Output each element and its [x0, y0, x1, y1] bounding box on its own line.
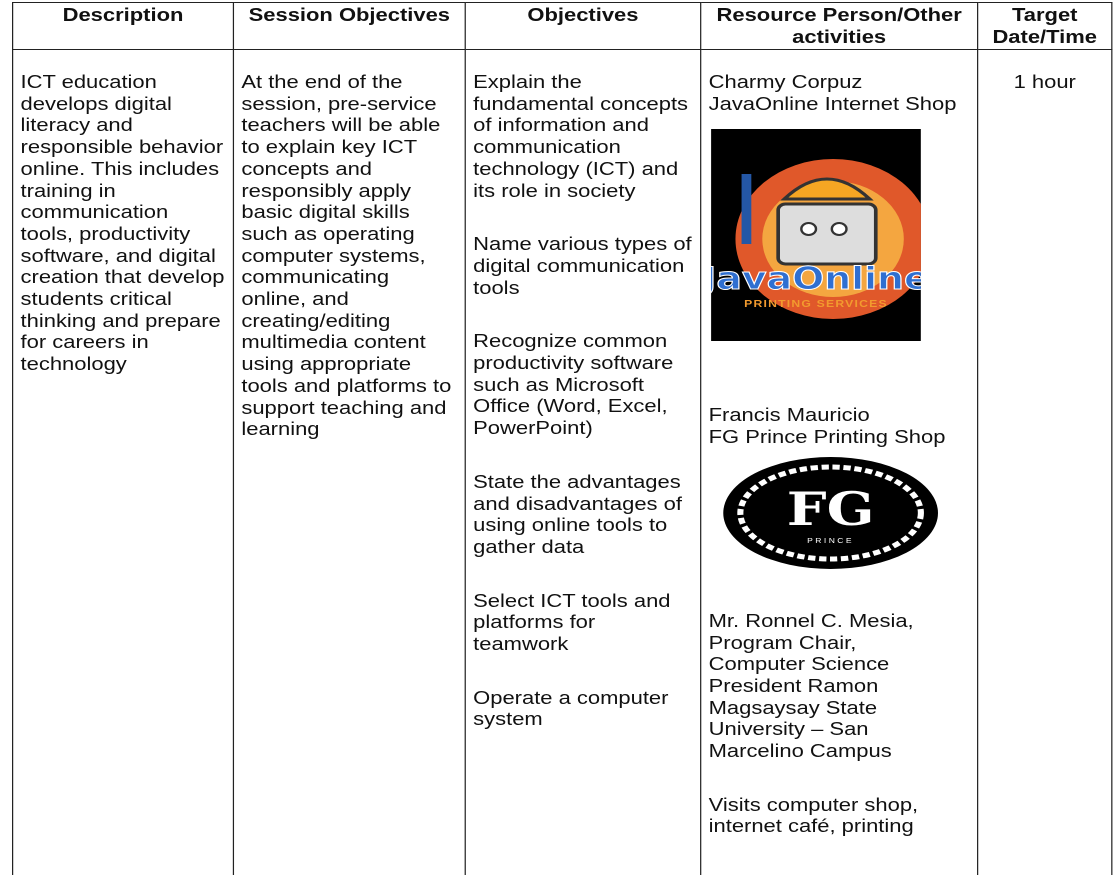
objective: Recognize common productivity software s…: [473, 331, 674, 439]
objective: Operate a computer system: [473, 687, 669, 730]
logo-monogram: FG: [787, 483, 875, 537]
header-cell: Resource Person/Other activities: [700, 2, 979, 50]
resource-org: JavaOnline Internet Shop: [708, 93, 957, 114]
resource-line: Program Chair,: [708, 632, 857, 653]
description-cell: ICT education develops digital literacy …: [11, 49, 235, 875]
objective: Select ICT tools and platforms for teamw…: [473, 590, 671, 655]
resource-line: University – San: [708, 719, 869, 740]
objective: State the advantages and disadvantages o…: [473, 471, 682, 557]
objective: Explain the fundamental concepts of info…: [473, 72, 689, 201]
fg-prince-logo: FG PRINCE: [723, 456, 938, 569]
header-cell: Description: [11, 2, 235, 50]
logo-subtitle: PRINCE: [807, 537, 854, 545]
lesson-table: Description Session Objectives Objective…: [11, 2, 1113, 875]
resource-line: Marcelino Campus: [708, 741, 892, 762]
description: ICT education develops digital literacy …: [20, 72, 225, 375]
resource-line: Mr. Ronnel C. Mesia,: [708, 610, 914, 631]
javaonline-logo: JavaOnline PRINTING SERVICES: [711, 129, 921, 342]
resource-org: FG Prince Printing Shop: [708, 427, 946, 448]
header-row: Description Session Objectives Objective…: [11, 2, 1113, 50]
resources-cell: Charmy Corpuz JavaOnline Internet Shop J…: [700, 49, 979, 875]
resource-line: Magsaysay State: [708, 697, 878, 718]
logo-title: JavaOnline: [711, 262, 921, 298]
objective: Name various types of digital communicat…: [473, 234, 692, 298]
target: 1 hour: [1013, 72, 1076, 92]
resource-name: Francis Mauricio: [708, 405, 870, 426]
logo-subtitle: PRINTING SERVICES: [744, 299, 888, 310]
header-cell: Objectives: [464, 2, 702, 50]
objectives-cell: Explain the fundamental concepts of info…: [464, 49, 702, 875]
session-objectives: At the end of the session, pre-service t…: [241, 72, 452, 440]
resource-name: Charmy Corpuz: [708, 72, 863, 92]
resource-line: President Ramon: [708, 675, 879, 696]
header-cell: Target Date/Time: [977, 2, 1113, 50]
header-cell: Session Objectives: [232, 2, 466, 50]
resource-person: Mr. Ronnel C. Mesia, Program Chair, Comput…: [709, 611, 970, 763]
table-wrap: Description Session Objectives Objective…: [11, 2, 1113, 875]
body-row: ICT education develops digital literacy …: [11, 49, 1113, 875]
resource-activity: Visits computer shop, internet café, pri…: [708, 794, 919, 837]
session-objectives-cell: At the end of the session, pre-service t…: [232, 49, 466, 875]
resource-line: Computer Science: [708, 654, 890, 675]
target-cell: 1 hour: [977, 49, 1113, 875]
